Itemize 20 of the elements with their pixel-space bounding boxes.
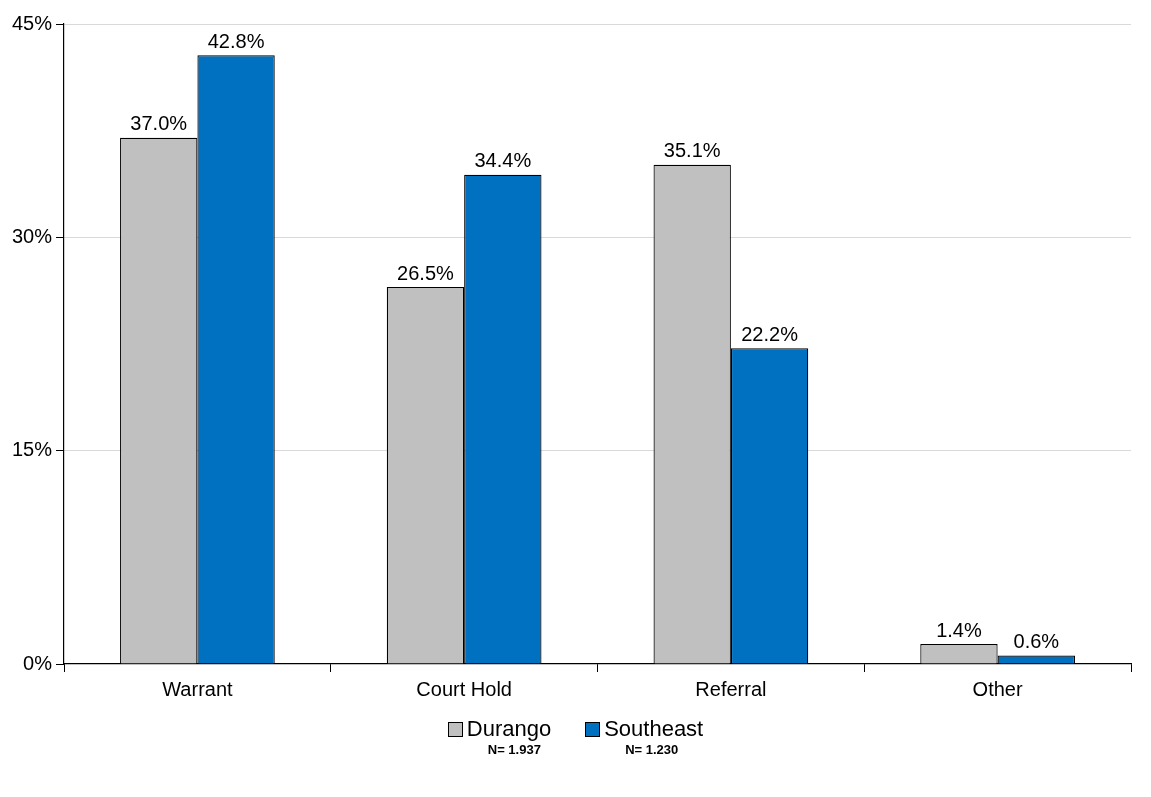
y-tick-label: 30% — [12, 224, 53, 247]
data-label: 22.2% — [741, 322, 799, 345]
data-label: 1.4% — [936, 618, 982, 641]
data-label: 34.4% — [474, 149, 532, 172]
text: N= 1.937 — [487, 742, 541, 757]
y-tick-label: 45% — [12, 11, 53, 34]
data-label: 0.6% — [1013, 629, 1060, 652]
data-label: 37.0% — [130, 112, 188, 135]
text: N= 1.230 — [625, 742, 679, 757]
x-tick-label: Other — [972, 677, 1023, 700]
data-label: 26.5% — [397, 261, 455, 284]
x-tick-label: Referral — [695, 677, 767, 700]
data-label: 42.8% — [207, 29, 265, 52]
legend-label: Southeast — [604, 716, 704, 742]
y-tick-label: 0% — [23, 651, 53, 674]
data-label: 35.1% — [663, 139, 721, 162]
legend-label: Durango — [466, 716, 552, 742]
x-tick-label: Court Hold — [416, 677, 512, 700]
y-tick-label: 15% — [12, 438, 53, 461]
x-tick-label: Warrant — [162, 677, 234, 700]
